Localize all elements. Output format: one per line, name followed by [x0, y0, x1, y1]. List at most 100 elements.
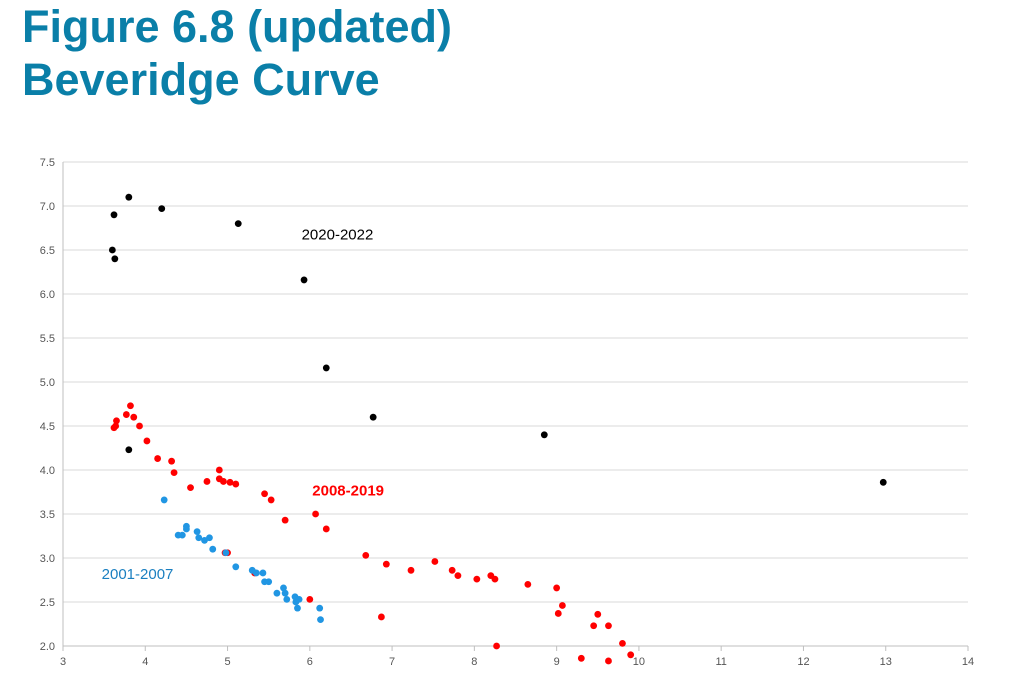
data-point-series-1 — [232, 480, 240, 488]
series-annotation: 2008-2019 — [312, 483, 384, 500]
data-point-series-0 — [110, 211, 118, 219]
data-point-series-1 — [627, 651, 635, 659]
data-point-series-1 — [558, 602, 566, 609]
data-point-series-1 — [493, 642, 500, 650]
data-point-series-1 — [113, 417, 120, 425]
x-tick-label: 7 — [389, 656, 395, 668]
data-point-series-2 — [232, 563, 240, 571]
data-point-series-1 — [382, 560, 390, 568]
data-point-series-1 — [220, 478, 227, 485]
data-point-series-0 — [111, 255, 119, 263]
data-point-series-2 — [160, 496, 168, 504]
data-point-series-1 — [170, 469, 178, 477]
y-tick-label: 4.0 — [40, 465, 55, 477]
data-point-series-2 — [195, 534, 203, 542]
data-point-series-1 — [312, 510, 319, 518]
data-point-series-1 — [491, 575, 499, 583]
y-tick-label: 7.0 — [40, 201, 55, 213]
title-line-2: Beveridge Curve — [22, 54, 380, 105]
data-point-series-2 — [206, 534, 213, 542]
data-point-series-1 — [112, 422, 120, 430]
data-point-series-1 — [322, 525, 330, 533]
data-point-series-1 — [524, 581, 532, 588]
y-tick-label: 7.5 — [40, 157, 55, 169]
data-point-series-0 — [125, 193, 133, 201]
data-point-series-1 — [122, 411, 130, 418]
data-point-series-1 — [590, 622, 598, 630]
y-tick-label: 3.0 — [40, 553, 55, 565]
y-tick-label: 2.0 — [40, 641, 55, 653]
data-point-series-1 — [448, 566, 456, 574]
data-point-series-0 — [234, 220, 242, 228]
y-tick-label: 6.5 — [40, 245, 55, 257]
data-point-series-1 — [605, 657, 612, 665]
data-point-series-2 — [178, 531, 186, 539]
data-point-series-1 — [187, 484, 194, 491]
data-point-series-1 — [473, 575, 481, 583]
data-point-series-1 — [136, 422, 143, 430]
y-tick-label: 6.0 — [40, 289, 55, 301]
data-point-series-1 — [605, 622, 612, 630]
data-point-series-1 — [154, 455, 162, 462]
y-tick-label: 4.5 — [40, 421, 55, 433]
data-point-series-2 — [280, 584, 287, 592]
x-tick-label: 6 — [307, 656, 313, 668]
data-point-series-2 — [183, 522, 190, 530]
data-point-series-0 — [108, 246, 116, 254]
data-point-series-2 — [283, 595, 291, 603]
data-point-series-0 — [158, 205, 166, 213]
data-point-series-2 — [317, 616, 324, 623]
page-title: Figure 6.8 (updated) Beveridge Curve — [22, 0, 452, 106]
data-point-series-1 — [203, 478, 211, 485]
data-point-series-1 — [594, 610, 602, 618]
data-point-series-2 — [265, 578, 273, 586]
data-point-series-2 — [193, 528, 201, 535]
y-tick-label: 5.0 — [40, 377, 55, 389]
data-point-series-2 — [316, 604, 324, 612]
data-point-series-1 — [362, 551, 370, 559]
data-point-series-1 — [226, 478, 234, 486]
data-point-series-1 — [127, 402, 134, 410]
data-point-series-1 — [553, 584, 561, 592]
data-point-series-1 — [377, 613, 385, 621]
data-point-series-2 — [295, 595, 303, 603]
data-point-series-1 — [168, 457, 176, 465]
data-point-series-1 — [143, 437, 151, 445]
data-point-series-2 — [273, 589, 281, 597]
data-point-series-0 — [300, 276, 308, 284]
data-point-series-1 — [454, 572, 462, 579]
x-tick-label: 13 — [880, 656, 892, 668]
data-point-series-2 — [259, 569, 267, 577]
data-point-series-0 — [879, 478, 887, 486]
data-point-series-0 — [540, 431, 548, 439]
x-tick-label: 5 — [224, 656, 230, 668]
data-point-series-1 — [554, 610, 562, 617]
data-point-series-2 — [209, 545, 217, 553]
x-tick-label: 10 — [633, 656, 645, 668]
title-line-1: Figure 6.8 (updated) — [22, 1, 453, 52]
data-point-series-1 — [215, 466, 223, 474]
data-point-series-1 — [577, 654, 585, 662]
data-point-series-0 — [369, 413, 377, 421]
x-tick-label: 4 — [142, 656, 148, 668]
data-point-series-0 — [322, 364, 330, 372]
series-annotation: 2001-2007 — [102, 566, 174, 583]
data-point-series-1 — [407, 566, 415, 574]
x-tick-label: 14 — [962, 656, 974, 668]
y-tick-label: 2.5 — [40, 597, 55, 609]
data-point-series-1 — [281, 516, 289, 524]
x-tick-label: 9 — [554, 656, 560, 668]
data-point-series-0 — [125, 446, 133, 454]
y-tick-label: 3.5 — [40, 509, 55, 521]
data-point-series-2 — [252, 569, 260, 577]
y-tick-label: 5.5 — [40, 333, 55, 345]
data-point-series-2 — [294, 604, 301, 612]
x-tick-label: 8 — [471, 656, 477, 668]
data-point-series-1 — [261, 490, 268, 498]
x-tick-label: 3 — [60, 656, 66, 668]
data-point-series-1 — [267, 496, 275, 504]
data-point-series-1 — [130, 413, 138, 421]
data-point-series-1 — [306, 595, 314, 603]
series-annotation: 2020-2022 — [302, 226, 374, 243]
